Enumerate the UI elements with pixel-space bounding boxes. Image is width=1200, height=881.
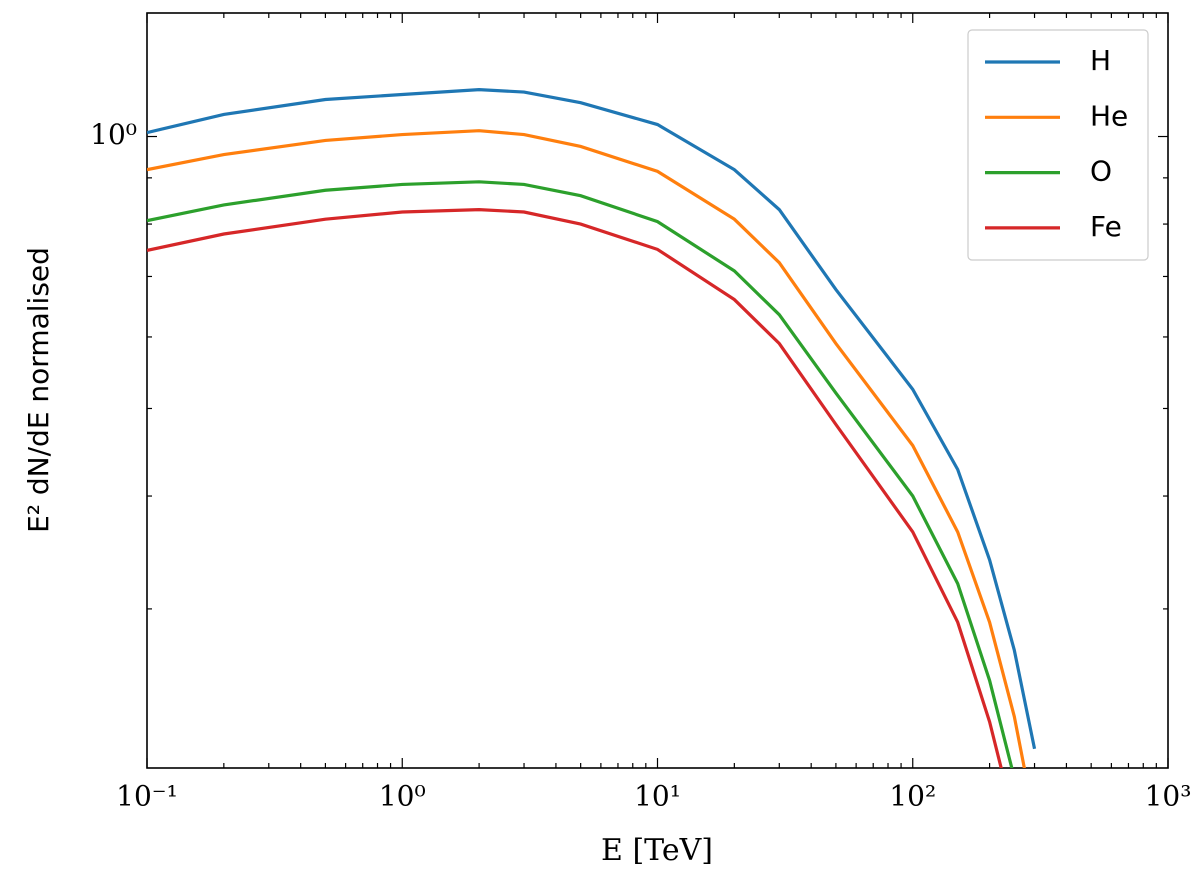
- legend-label: He: [1090, 99, 1128, 132]
- x-tick-label: 10³: [1145, 780, 1192, 813]
- series-line: [147, 208, 1003, 768]
- series-line: [147, 88, 1037, 750]
- legend-label: O: [1090, 155, 1112, 188]
- x-tick-label: 10²: [889, 780, 936, 813]
- series-line: [147, 180, 1014, 768]
- x-tick-label: 10¹: [634, 780, 681, 813]
- legend-label: H: [1090, 44, 1111, 77]
- legend-box: [967, 29, 1149, 261]
- x-tick-label: 10⁰: [379, 780, 426, 813]
- y-tick-label: 10⁰: [90, 118, 137, 151]
- x-tick-label: 10⁻¹: [116, 780, 178, 813]
- plot-lines: [147, 88, 1037, 768]
- series-line: [147, 129, 1026, 768]
- legend-label: Fe: [1090, 210, 1122, 243]
- x-axis-label: E [TeV]: [601, 833, 713, 868]
- y-axis-label: E² dN/dE normalised: [22, 247, 55, 533]
